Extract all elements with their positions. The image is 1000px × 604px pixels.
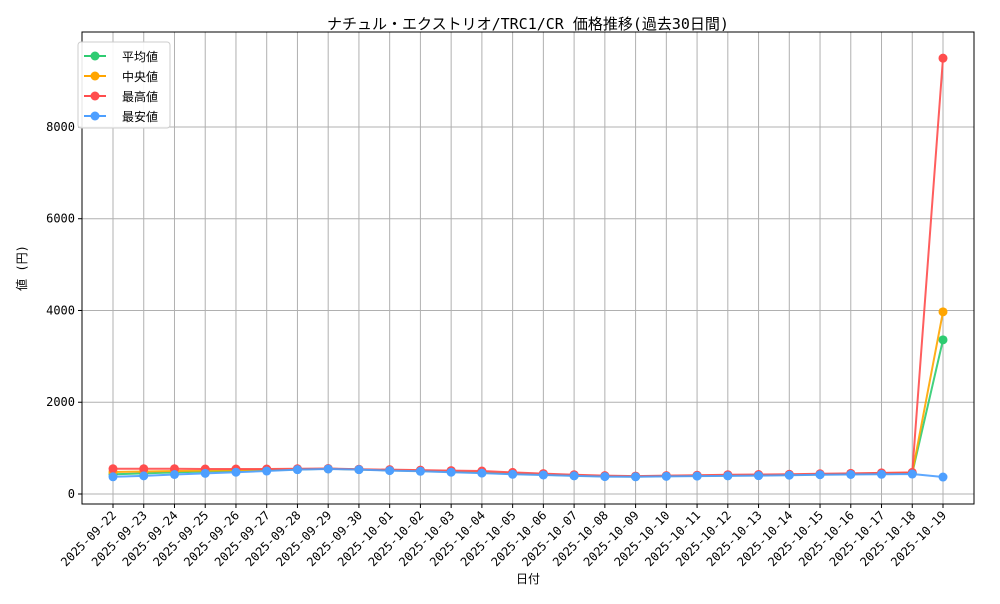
data-point (538, 470, 548, 480)
legend-label: 中央値 (122, 69, 158, 84)
data-point (692, 471, 702, 481)
legend-marker (90, 91, 100, 101)
y-tick-label: 4000 (46, 303, 75, 317)
y-tick-label: 8000 (46, 120, 75, 134)
series-0 (108, 335, 948, 482)
data-point (292, 465, 302, 475)
data-point (846, 470, 856, 479)
data-point (323, 464, 333, 474)
data-point (200, 468, 210, 478)
series-line (112, 339, 944, 478)
data-point (139, 464, 149, 474)
data-point (262, 466, 272, 476)
series-2 (108, 53, 948, 481)
legend-marker (90, 111, 100, 121)
series-line (113, 58, 944, 478)
legend-label: 最安値 (122, 109, 158, 124)
y-axis-label: 値 (円) (14, 245, 29, 291)
legend-marker (90, 71, 100, 81)
data-point (754, 471, 764, 481)
legend-marker (90, 51, 100, 61)
data-point (723, 471, 733, 481)
data-point (938, 335, 948, 345)
y-tick-label: 0 (68, 487, 75, 501)
data-point (938, 472, 948, 482)
series-3 (108, 464, 948, 482)
data-point (569, 471, 579, 481)
data-point (385, 466, 395, 476)
legend-box (77, 41, 171, 129)
data-point (784, 470, 794, 480)
data-point (508, 469, 518, 479)
data-point (108, 464, 118, 474)
legend-label: 最高値 (122, 89, 158, 104)
data-point (600, 472, 610, 482)
x-axis-label: 日付 (516, 572, 540, 586)
series-line (112, 467, 944, 479)
data-point (907, 469, 917, 479)
data-point (661, 471, 671, 481)
data-point (415, 466, 425, 476)
data-point (231, 467, 241, 477)
data-point (169, 470, 179, 479)
data-point (938, 53, 948, 63)
data-point (108, 472, 118, 482)
data-point (877, 469, 887, 479)
data-point (815, 470, 825, 480)
series-1 (108, 307, 948, 481)
legend-label: 平均値 (122, 49, 158, 64)
plot-frame (81, 31, 975, 505)
data-point (354, 465, 364, 475)
y-tick-label: 2000 (46, 395, 75, 409)
series-line (112, 311, 944, 478)
chart-title: ナチュル・エクストリオ/TRC1/CR 価格推移(過去30日間) (327, 15, 729, 33)
data-point (139, 471, 149, 481)
data-point (631, 472, 641, 482)
data-point (446, 467, 456, 477)
data-point (477, 468, 487, 478)
y-tick-label: 6000 (46, 212, 75, 226)
data-point (938, 307, 948, 317)
